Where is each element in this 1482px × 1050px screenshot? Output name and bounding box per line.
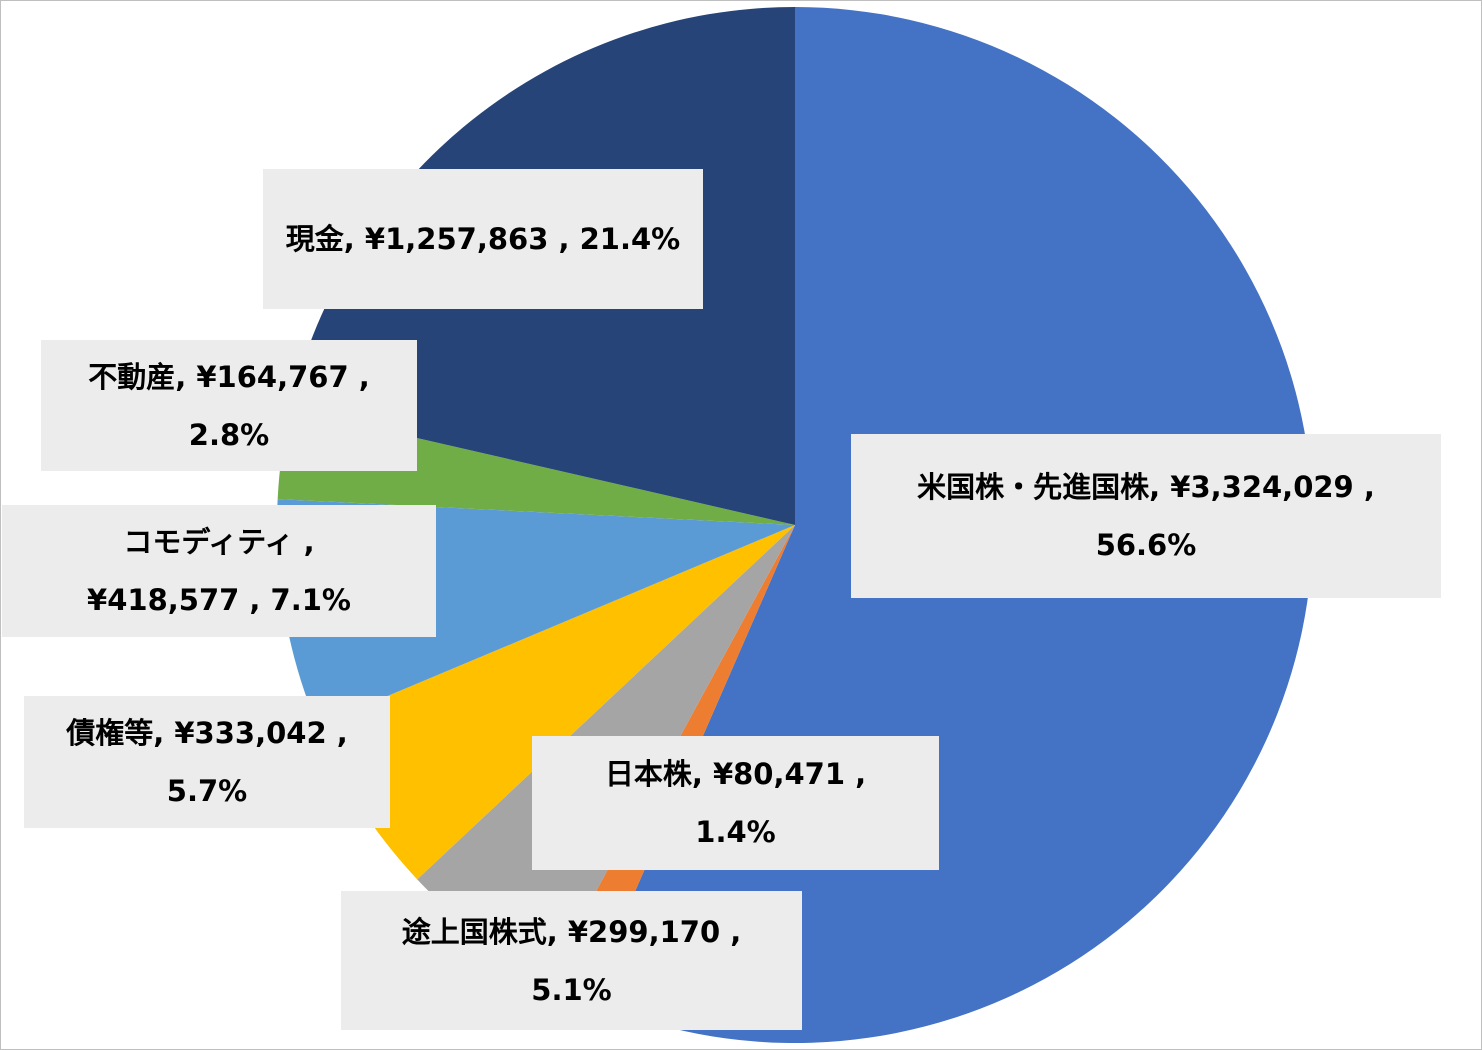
pie-slice-3 bbox=[317, 525, 795, 880]
data-label-real-estate: 不動産, ¥164,767 , 2.8% bbox=[41, 340, 417, 471]
data-label-emerging-stocks: 途上国株式, ¥299,170 , 5.1% bbox=[341, 891, 802, 1030]
data-label-bonds: 債権等, ¥333,042 , 5.7% bbox=[24, 696, 390, 828]
data-label-us-developed-stocks: 米国株・先進国株, ¥3,324,029 , 56.6% bbox=[851, 434, 1441, 598]
data-label-japan-stocks: 日本株, ¥80,471 , 1.4% bbox=[532, 736, 939, 870]
data-label-commodities: コモディティ , ¥418,577 , 7.1% bbox=[2, 505, 436, 637]
data-label-cash: 現金, ¥1,257,863 , 21.4% bbox=[263, 169, 703, 309]
